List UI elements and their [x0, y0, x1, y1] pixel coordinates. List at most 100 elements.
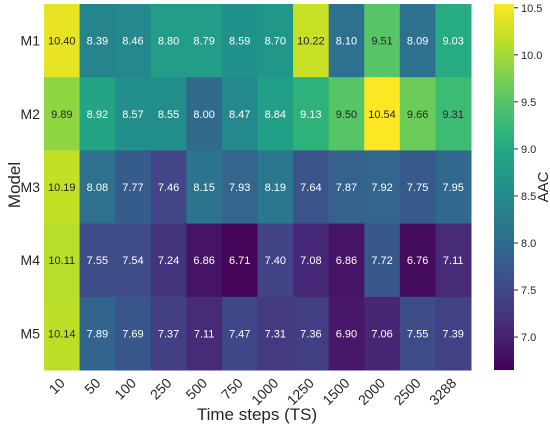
- cell-value-label: 8.39: [87, 36, 108, 48]
- heatmap-cell: [435, 150, 472, 225]
- x-tick-label: 2500: [390, 375, 423, 408]
- heatmap-cell: [44, 4, 81, 78]
- cell-value-label: 7.46: [158, 182, 179, 194]
- heatmap-cell: [328, 150, 365, 225]
- heatmap-cell: [399, 223, 436, 298]
- cell-value-label: 8.59: [229, 36, 250, 48]
- cell-value-label: 10.19: [48, 182, 76, 194]
- heatmap-cell: [293, 77, 330, 151]
- cell-value-label: 8.46: [122, 36, 143, 48]
- y-axis-label: Model: [5, 162, 24, 208]
- x-tick-labels: 10 50 100 250 500 750 1000 1250 1500 2000 2500 3288: [46, 375, 460, 408]
- cell-value-label: 8.79: [193, 36, 214, 48]
- cell-value-label: 7.37: [158, 328, 179, 340]
- cell-value-label: 6.71: [229, 255, 250, 267]
- y-tick-label: M4: [21, 252, 41, 268]
- cell-value-label: 6.76: [407, 255, 428, 267]
- x-tick-label: 50: [81, 375, 103, 397]
- heatmap-cell: [150, 4, 187, 78]
- colorbar-tick-label: 7.0: [521, 332, 536, 344]
- heatmap-cell: [221, 77, 258, 151]
- cell-value-label: 7.55: [407, 328, 428, 340]
- heatmap-cell: [115, 223, 152, 298]
- x-tick-label: 1500: [319, 375, 352, 408]
- heatmap-cell: [435, 223, 472, 298]
- x-tick-label: 2000: [355, 375, 388, 408]
- x-tick-label: 1000: [248, 375, 281, 408]
- cell-value-label: 10.40: [48, 36, 76, 48]
- cell-value-label: 7.08: [300, 255, 321, 267]
- x-tick-label: 3288: [426, 375, 459, 408]
- cell-value-label: 6.90: [336, 328, 357, 340]
- colorbar-tick-label: 7.5: [521, 285, 536, 297]
- cell-value-label: 10.11: [48, 255, 75, 267]
- heatmap-cell: [150, 296, 187, 371]
- cell-value-label: 9.51: [371, 36, 392, 48]
- cell-value-label: 7.06: [371, 328, 392, 340]
- colorbar-tick-label: 9.5: [521, 97, 536, 109]
- heatmap-cell: [79, 296, 116, 371]
- heatmap-cell: [79, 77, 116, 151]
- heatmap-cell: [221, 223, 258, 298]
- heatmap-cell: [44, 223, 81, 298]
- x-tick-label: 1250: [284, 375, 317, 408]
- heatmap-cell: [399, 296, 436, 371]
- heatmap-cell: [293, 223, 330, 298]
- heatmap-cell: [257, 77, 294, 151]
- heatmap-cell: [79, 150, 116, 225]
- cell-value-label: 9.50: [336, 109, 357, 121]
- cell-value-label: 6.86: [336, 255, 357, 267]
- heatmap-cell: [435, 296, 472, 371]
- cell-value-label: 7.75: [407, 182, 428, 194]
- heatmap-cell: [115, 77, 152, 151]
- heatmap-cell: [293, 4, 330, 78]
- heatmap-cell: [364, 223, 401, 298]
- heatmap-cell: [328, 223, 365, 298]
- cell-value-label: 7.72: [371, 255, 392, 267]
- colorbar-tick-label: 9.0: [521, 144, 536, 156]
- cell-value-label: 7.54: [122, 255, 143, 267]
- heatmap-cell: [79, 4, 116, 78]
- cell-value-label: 7.92: [371, 182, 392, 194]
- cell-value-label: 8.10: [336, 36, 357, 48]
- cell-value-label: 7.11: [443, 255, 464, 267]
- cell-value-label: 7.69: [122, 328, 143, 340]
- heatmap-cell: [364, 296, 401, 371]
- x-tick-label: 250: [147, 375, 175, 403]
- cell-value-label: 7.87: [336, 182, 357, 194]
- cell-value-label: 9.66: [407, 109, 428, 121]
- y-tick-label: M3: [21, 179, 41, 195]
- heatmap-cell: [115, 150, 152, 225]
- heatmap-cell: [221, 296, 258, 371]
- cell-value-label: 7.95: [442, 182, 463, 194]
- cell-value-label: 7.93: [229, 182, 250, 194]
- heatmap-cell: [221, 150, 258, 225]
- heatmap-cell: [257, 4, 294, 78]
- cell-value-label: 8.80: [158, 36, 179, 48]
- cell-value-label: 8.15: [193, 182, 214, 194]
- heatmap-cell: [186, 296, 223, 371]
- cell-value-label: 8.92: [87, 109, 108, 121]
- heatmap-cell: [115, 296, 152, 371]
- heatmap-cell: [150, 77, 187, 151]
- cell-value-label: 9.13: [300, 109, 321, 121]
- heatmap-cell: [186, 150, 223, 225]
- heatmap-cell: [364, 4, 401, 78]
- heatmap-cell: [399, 4, 436, 78]
- cell-value-label: 7.89: [87, 328, 108, 340]
- x-tick-label: 10: [46, 375, 68, 397]
- cell-value-label: 10.54: [368, 109, 396, 121]
- cell-value-label: 8.47: [229, 109, 250, 121]
- heatmap-cell: [328, 296, 365, 371]
- cell-value-label: 8.57: [122, 109, 143, 121]
- cell-value-label: 10.22: [297, 36, 325, 48]
- heatmap-cell: [364, 77, 401, 151]
- heatmap-cells: 10.40 8.39 8.46 8.80 8.79 8.59 8.70 10.22 8.10 9.…: [44, 4, 472, 371]
- cell-value-label: 9.03: [442, 36, 463, 48]
- heatmap-cell: [328, 4, 365, 78]
- y-tick-labels: M1 M2 M3 M4 M5: [21, 33, 41, 342]
- colorbar-tick-label: 10.0: [521, 50, 542, 62]
- heatmap-cell: [435, 4, 472, 78]
- heatmap-cell: [399, 150, 436, 225]
